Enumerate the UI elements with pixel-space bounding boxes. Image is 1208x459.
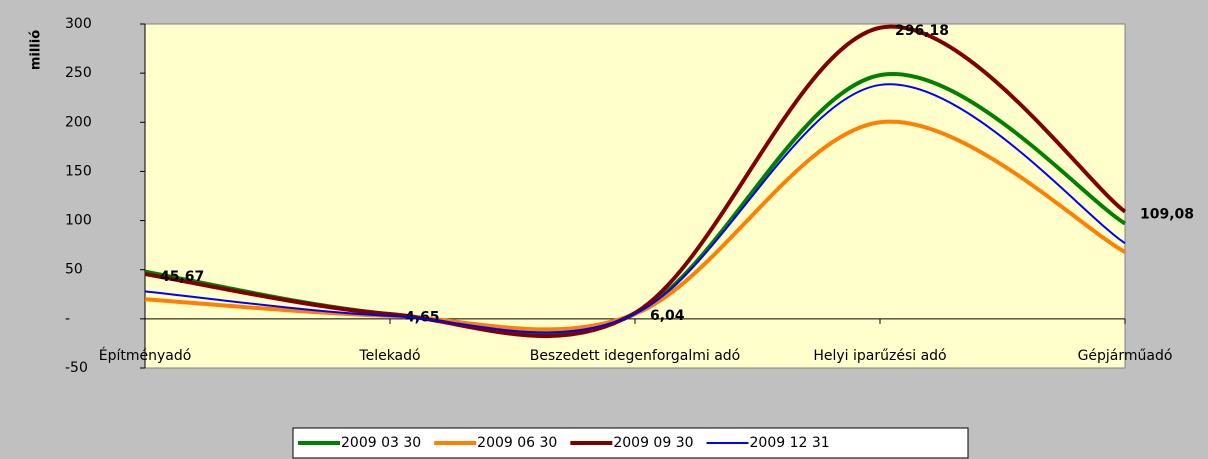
y-tick-label: 250 — [65, 65, 92, 81]
data-label: 109,08 — [1140, 207, 1194, 223]
series-line — [144, 119, 1126, 332]
x-tick-label: Építményadó — [98, 348, 192, 364]
x-tick-label: Telekadó — [359, 348, 421, 364]
data-label: 296,18 — [895, 23, 949, 39]
y-tick-label: 50 — [65, 262, 83, 278]
x-tick-label: Beszedett idegenforgalmi adó — [529, 348, 741, 364]
y-tick-label: 100 — [65, 213, 92, 229]
legend-box — [292, 427, 969, 459]
legend-label: 2009 12 31 — [750, 435, 830, 451]
legend-label: 2009 06 30 — [477, 435, 557, 451]
y-tick-label: 150 — [65, 163, 92, 179]
data-label: 4,65 — [405, 309, 440, 325]
legend-label: 2009 09 30 — [613, 435, 693, 451]
x-tick-label: Gépjárműadó — [1077, 348, 1173, 364]
y-tick-label: 300 — [65, 16, 92, 32]
data-label: 45,67 — [160, 269, 204, 285]
series-line — [144, 24, 1127, 339]
x-tick-label: Helyi iparűzési adó — [813, 348, 947, 364]
series-line — [144, 83, 1126, 334]
y-tick-label: - — [65, 311, 70, 327]
y-tick-label: -50 — [65, 360, 88, 376]
data-label: 6,04 — [650, 308, 685, 324]
legend-label: 2009 03 30 — [341, 435, 421, 451]
y-axis-title: millió — [29, 30, 44, 70]
plot-area — [144, 23, 1126, 369]
y-tick-label: 200 — [65, 114, 92, 130]
